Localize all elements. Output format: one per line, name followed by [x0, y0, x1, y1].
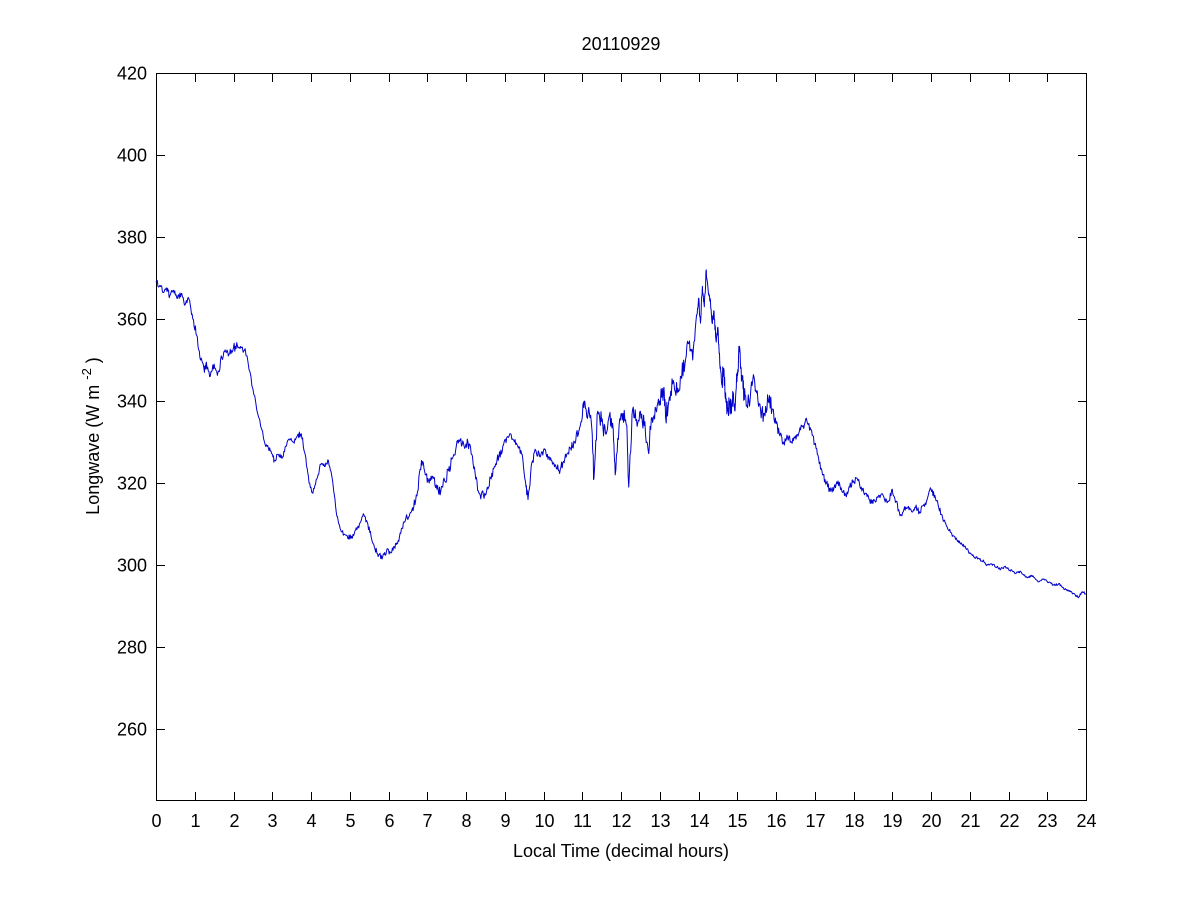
x-tick-label: 24 [1076, 811, 1096, 831]
y-axis-label-prefix: Longwave (W m [83, 385, 103, 515]
x-tick-label: 22 [999, 811, 1019, 831]
x-tick-label: 18 [844, 811, 864, 831]
x-tick-label: 12 [611, 811, 631, 831]
y-tick-label: 380 [117, 228, 147, 248]
x-tick-label: 9 [500, 811, 510, 831]
x-tick-label: 23 [1037, 811, 1057, 831]
chart-title: 20110929 [582, 34, 661, 54]
x-tick-label: 20 [921, 811, 941, 831]
x-tick-label: 0 [151, 811, 161, 831]
x-tick-label: 14 [689, 811, 709, 831]
x-tick-label: 13 [650, 811, 670, 831]
plot-box [156, 73, 1087, 801]
x-tick-label: 11 [573, 811, 592, 831]
x-tick-label: 7 [422, 811, 432, 831]
x-tick-label: 3 [267, 811, 277, 831]
x-tick-label: 1 [190, 811, 200, 831]
axes-layer: 0 1 2 3 4 5 6 7 8 9 10 11 12 13 14 15 16 17 18 19 20 21 22 23 24… [117, 64, 1097, 832]
x-tick-label: 4 [306, 811, 316, 831]
y-tick-label: 360 [117, 310, 147, 330]
x-tick-label: 17 [805, 811, 825, 831]
y-tick-label: 340 [117, 392, 147, 412]
series-layer [155, 269, 1087, 599]
x-tick-label: 8 [461, 811, 471, 831]
y-tick-label: 300 [117, 556, 147, 576]
y-tick-label: 320 [117, 474, 147, 494]
x-tick-label: 10 [534, 811, 554, 831]
y-axis-label-superscript: -2 [79, 368, 94, 380]
y-axis-label-suffix: ) [83, 357, 103, 363]
y-tick-label: 400 [117, 146, 147, 166]
y-tick-label: 280 [117, 638, 147, 658]
x-tick-label: 19 [882, 811, 902, 831]
x-tick-label: 21 [960, 811, 980, 831]
x-tick-label: 2 [229, 811, 239, 831]
x-tick-label: 16 [766, 811, 786, 831]
y-axis-label: Longwave (W m -2 ) [75, 357, 103, 515]
x-tick-label: 6 [384, 811, 394, 831]
x-axis-label: Local Time (decimal hours) [513, 841, 729, 861]
x-tick-label: 5 [345, 811, 355, 831]
longwave-series-line [155, 269, 1087, 599]
y-tick-label: 420 [117, 64, 147, 84]
y-tick-label: 260 [117, 720, 147, 740]
x-tick-label: 15 [727, 811, 747, 831]
